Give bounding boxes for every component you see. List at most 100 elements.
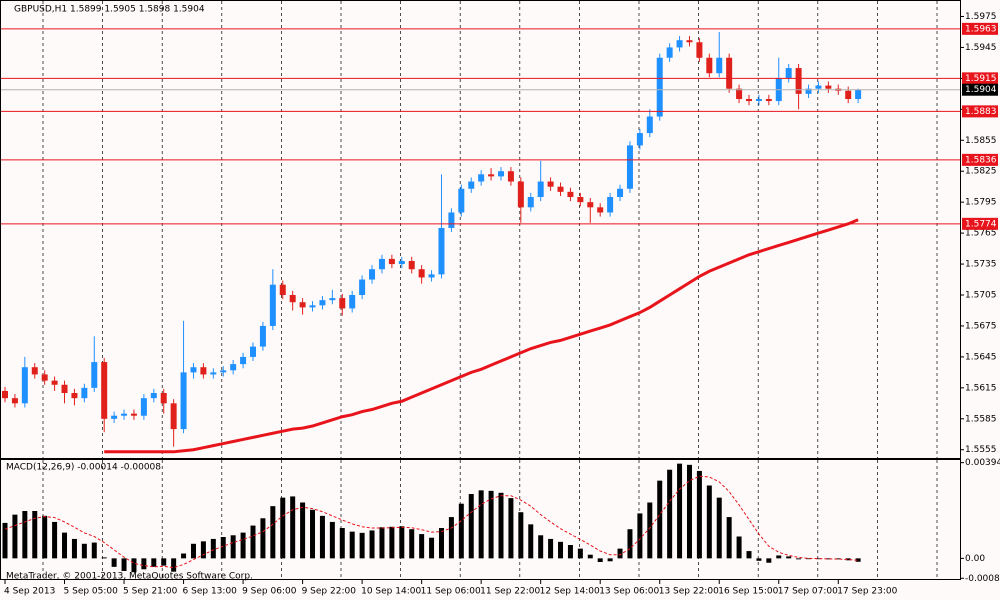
candle-body [795,68,802,94]
candle-body [190,367,197,373]
x-tick-label: 17 Sep 23:00 [837,587,897,597]
x-tick-label: 17 Sep 07:00 [778,587,838,597]
x-tick-label: 13 Sep 06:00 [599,587,659,597]
signal-line [4,475,859,569]
x-tick-label: 12 Sep 14:00 [540,587,600,597]
candle-body [91,362,98,388]
y-tick-label: 1.5825 [965,167,997,177]
y-tick-label: 1.5585 [965,414,997,424]
macd-bar [91,542,97,559]
macd-bar [290,496,296,559]
candle-body [101,362,108,419]
macd-bar [81,543,87,559]
macd-bar [32,511,38,559]
candle-body [11,398,18,404]
y-tick-label: 1.5555 [965,445,997,455]
candle-body [339,298,346,309]
macd-bar [52,521,58,559]
macd-bar [686,464,692,559]
watermark: MetaTrader, © 2001-2013, MetaQuotes Soft… [6,572,253,582]
macd-bar [438,528,444,559]
candle-body [686,40,693,43]
candle-body [2,390,8,399]
candle-body [845,90,852,100]
macd-bar [181,553,187,559]
macd-bar [796,558,802,560]
chart-title: GBPUSD,H1 1.5899 1.5905 1.5898 1.5904 [14,5,205,15]
candle-body [617,188,624,198]
macd-bar [478,490,484,559]
macd-bar [677,463,683,559]
macd-bar [409,529,415,559]
candle-body [31,367,38,375]
macd-bar [548,538,554,559]
macd-bar [667,469,673,559]
macd-bar [250,525,256,559]
candle-body [676,40,683,48]
candle-body [428,274,435,278]
macd-bar [488,490,494,559]
macd-bar [806,558,812,560]
y-tick-label: 1.5615 [965,383,997,393]
candle-body [488,174,495,177]
candle-body [755,99,762,102]
macd-bar [815,558,821,560]
macd-bar [131,558,137,573]
candle-body [448,212,455,228]
y-tick-label: 0.00 [965,554,985,564]
macd-bar [171,558,177,572]
macd-bar [776,555,782,559]
y-tick-label: 1.5735 [965,260,997,270]
x-tick-label: 16 Sep 15:00 [718,587,778,597]
x-tick-label: 11 Sep 22:00 [480,587,540,597]
candle-body [607,197,614,213]
macd-bar [419,534,425,559]
candle-body [329,298,336,301]
candle-body [388,258,395,265]
macd-bar [766,558,772,563]
candle-body [587,202,594,208]
candle-body [736,88,743,100]
macd-bar [121,558,127,571]
candle-body [41,374,48,381]
macd-bar [746,551,752,559]
candle-body [636,133,643,146]
y-tick-label: 1.5765 [965,229,997,239]
x-tick-label: 5 Sep 05:00 [64,587,119,597]
macd-bar [538,535,544,559]
macd-bar [637,513,643,559]
candle-body [309,305,316,308]
candle-body [378,258,385,270]
macd-bar [597,558,603,562]
x-tick-label: 9 Sep 22:00 [302,587,357,597]
macd-bar [141,558,147,570]
macd-bar [498,492,504,559]
level-label: 1.5774 [965,219,997,229]
candle-body [369,269,376,280]
macd-bar [329,521,335,559]
macd-bar [716,497,722,559]
macd-bar [518,512,524,559]
macd-bar [835,558,841,560]
candle-body [51,380,58,385]
y-tick-label: 1.5795 [965,198,997,208]
marks [2,31,862,573]
macd-bar [210,538,216,559]
x-tick-label: 5 Sep 21:00 [123,587,178,597]
macd-bar [270,506,276,559]
candle-body [349,295,356,309]
macd-bar [736,536,742,559]
x-tick-label: 13 Sep 22:00 [659,587,719,597]
macd-bar [349,531,355,559]
macd-bar [726,517,732,559]
candle-body [696,42,703,58]
candle-body [567,191,574,198]
macd-bar [12,514,18,559]
macd-bar [310,509,316,559]
macd-bar [855,558,861,562]
y-tick-label: 1.5675 [965,321,997,331]
macd-bar [756,558,762,561]
macd-bar [300,502,306,559]
